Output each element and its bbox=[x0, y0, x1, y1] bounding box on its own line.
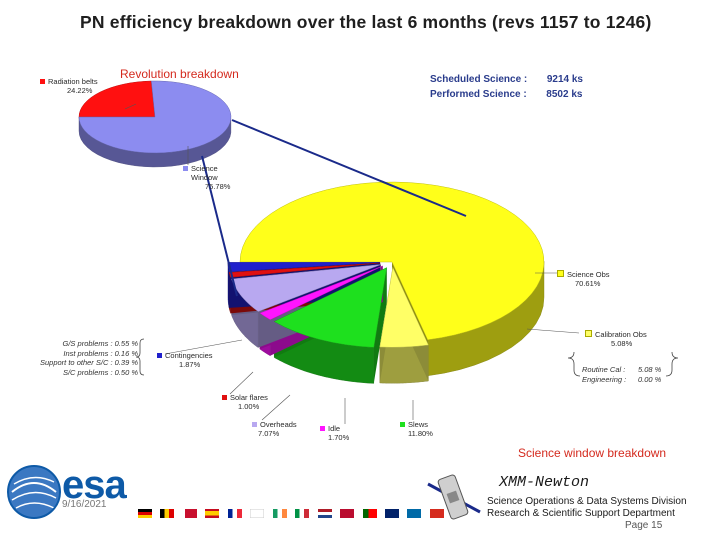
revolution-chart-title: Revolution breakdown bbox=[120, 67, 239, 81]
performed-value: 8502 bbox=[546, 89, 569, 100]
flag-icon bbox=[295, 509, 310, 519]
flag-icon bbox=[362, 509, 377, 519]
pie-slice-solar-flares bbox=[228, 262, 381, 278]
flag-icon bbox=[317, 509, 332, 519]
page-title: PN efficiency breakdown over the last 6 … bbox=[80, 12, 652, 32]
pie-charts-svg bbox=[78, 80, 679, 424]
flag-icon bbox=[429, 509, 444, 519]
flag-icon bbox=[384, 509, 399, 519]
performed-label: Performed Science : bbox=[430, 89, 527, 100]
label-idle: Idle 1.70% bbox=[320, 424, 349, 442]
pie-slice-calibration-obs bbox=[379, 266, 429, 348]
flag-icon bbox=[340, 509, 355, 519]
page-number: Page 15 bbox=[625, 520, 663, 531]
flag-icon bbox=[407, 509, 422, 519]
scheduled-value: 9214 bbox=[546, 74, 570, 85]
flag-icon bbox=[138, 509, 152, 519]
swatch-science-obs bbox=[557, 270, 564, 277]
scheduled-unit: ks bbox=[571, 74, 583, 85]
summary-block: Scheduled Science : 9214 ks Performed Sc… bbox=[430, 72, 583, 102]
department-name: Research & Scientific Support Department bbox=[487, 508, 675, 519]
pie-slice-science-window bbox=[78, 80, 232, 154]
science-window-chart-title: Science window breakdown bbox=[518, 446, 667, 460]
contingency-brace bbox=[135, 338, 145, 376]
footer-date: 9/16/2021 bbox=[62, 499, 107, 510]
calibration-brace bbox=[567, 351, 679, 377]
flag-strip bbox=[138, 505, 448, 523]
leader-calibration bbox=[526, 328, 580, 334]
label-calibration-obs: Calibration Obs 5.08% bbox=[585, 330, 647, 348]
mission-name: XMM-Newton bbox=[499, 474, 590, 491]
pie-slice-science-obs bbox=[239, 181, 545, 341]
connector-line-left bbox=[201, 155, 238, 297]
flag-icon bbox=[205, 509, 220, 519]
swatch-overheads bbox=[252, 422, 257, 427]
swatch-contingencies bbox=[157, 353, 162, 358]
swatch-solar-flares bbox=[222, 395, 227, 400]
leader-contingencies bbox=[164, 339, 243, 355]
flag-icon bbox=[160, 509, 175, 519]
swatch-slews bbox=[400, 422, 405, 427]
connector-line-right bbox=[231, 119, 467, 217]
performed-unit: ks bbox=[571, 89, 583, 100]
division-name: Science Operations & Data Systems Divisi… bbox=[487, 496, 687, 507]
pie-slice-slews bbox=[273, 267, 388, 348]
esa-logo-text: esa bbox=[62, 463, 127, 507]
science-window-pie bbox=[227, 181, 545, 384]
label-solar-flares: Solar flares 1.00% bbox=[222, 393, 268, 411]
satellite-icon bbox=[427, 474, 481, 520]
label-radiation-belts: Radiation belts 24.22% bbox=[40, 77, 104, 95]
swatch-radiation bbox=[40, 79, 45, 84]
scheduled-label: Scheduled Science : bbox=[430, 74, 528, 85]
swatch-calibration bbox=[585, 330, 592, 337]
pie-slice-idle bbox=[259, 265, 383, 321]
flag-icon bbox=[272, 509, 287, 519]
leader-radiation bbox=[124, 103, 137, 110]
esa-swirl-icon bbox=[7, 465, 61, 519]
flag-icon bbox=[250, 509, 265, 519]
label-science-obs: Science Obs 70.61% bbox=[557, 270, 610, 288]
label-slews: Slews 11.80% bbox=[400, 420, 433, 438]
leader-overheads bbox=[261, 394, 291, 421]
leader-solar-flares bbox=[229, 371, 254, 395]
label-overheads: Overheads 7.07% bbox=[252, 420, 297, 438]
swatch-idle bbox=[320, 426, 325, 431]
revolution-pie bbox=[78, 80, 232, 168]
swatch-science-window bbox=[183, 166, 188, 171]
pie-slice-overheads bbox=[231, 264, 382, 312]
flag-icon bbox=[227, 509, 242, 519]
label-contingencies: Contingencies 1.87% bbox=[157, 351, 213, 369]
label-science-window: Science Window 75.78% bbox=[183, 164, 235, 191]
flag-icon bbox=[182, 509, 197, 519]
calibration-detail: Routine Cal :5.08 % Engineering :0.00 % bbox=[582, 365, 662, 384]
pie-slice-radiation-belts bbox=[78, 80, 156, 118]
contingency-detail: G/S problems : 0.55 % Inst problems : 0.… bbox=[40, 339, 138, 377]
